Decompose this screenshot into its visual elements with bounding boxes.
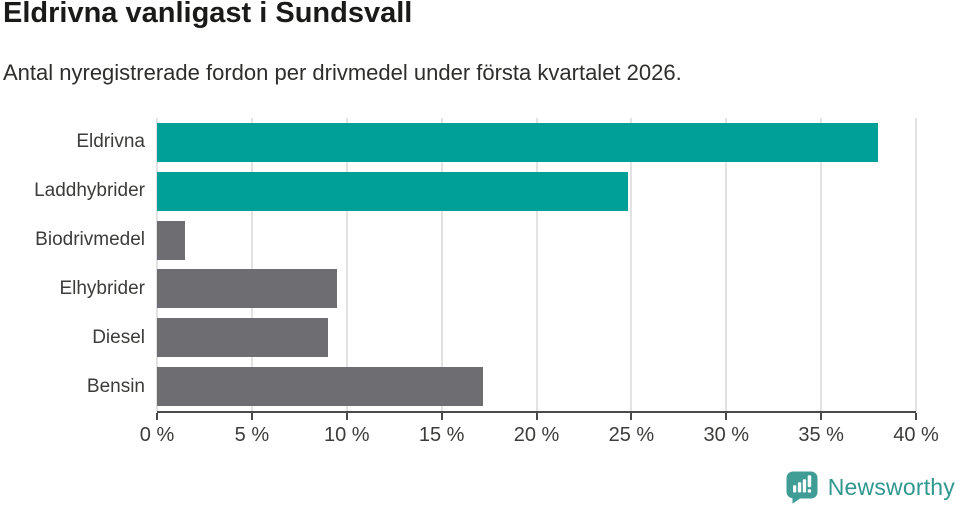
category-label: Biodrivmedel xyxy=(35,229,145,251)
bar-row: Elhybrider xyxy=(0,264,916,313)
bar-track xyxy=(157,220,916,260)
axis-tick xyxy=(156,413,158,420)
chart-title: Eldrivna vanligast i Sundsvall xyxy=(3,0,413,29)
bar-biodrivmedel xyxy=(157,220,186,260)
newsworthy-logo: Newsworthy xyxy=(785,470,955,504)
gridline xyxy=(820,118,823,411)
bar-track xyxy=(157,269,916,309)
category-label: Elhybrider xyxy=(59,277,145,299)
axis-tick xyxy=(440,413,443,420)
plot-area xyxy=(156,118,917,413)
bar-track xyxy=(157,367,916,407)
newsworthy-wordmark: Newsworthy xyxy=(827,473,955,500)
axis-tick-label: 35 % xyxy=(798,424,844,446)
axis-tick xyxy=(250,413,253,420)
axis-tick-label: 10 % xyxy=(323,424,370,446)
axis-tick xyxy=(535,413,538,420)
gridline xyxy=(915,118,917,411)
axis-tick-label: 40 % xyxy=(893,424,939,446)
axis-tick-label: 5 % xyxy=(234,424,270,446)
axis-tick xyxy=(725,413,728,420)
bar-laddhybrider xyxy=(157,171,628,211)
bar-eldrivna xyxy=(157,122,879,162)
axis-tick xyxy=(630,413,633,420)
gridline xyxy=(630,118,633,411)
bar-diesel xyxy=(157,318,328,358)
x-axis: 0 % 5 % 10 % 15 % 20 % 25 % 30 % 35 % 40 % xyxy=(140,413,939,453)
bar-bensin xyxy=(157,367,484,407)
axis-tick-label: 25 % xyxy=(608,424,655,446)
category-label: Laddhybrider xyxy=(34,180,145,202)
bar-chart: Eldrivna Laddhybrider Biodrivmedel Elhybrid… xyxy=(0,118,960,453)
axis-tick-label: 15 % xyxy=(418,424,465,446)
axis-tick-label: 30 % xyxy=(703,424,750,446)
axis-tick-label: 0 % xyxy=(139,424,175,446)
bar-elhybrider xyxy=(157,269,338,309)
bar-row: Diesel xyxy=(0,313,916,362)
newsworthy-bubble-chart-icon xyxy=(786,471,818,504)
gridline xyxy=(250,118,253,411)
bar-track xyxy=(157,171,916,211)
bar-row: Laddhybrider xyxy=(0,167,916,216)
axis-tick xyxy=(820,413,823,420)
gridline xyxy=(725,118,728,411)
axis-tick xyxy=(345,413,348,420)
gridline xyxy=(156,118,158,411)
category-label: Diesel xyxy=(92,326,145,348)
axis-tick-label: 20 % xyxy=(513,424,560,446)
bar-rows: Eldrivna Laddhybrider Biodrivmedel Elhybrid… xyxy=(0,118,916,411)
chart-subtitle: Antal nyregistrerade fordon per drivmede… xyxy=(3,60,682,85)
bar-track xyxy=(157,318,916,358)
category-label: Eldrivna xyxy=(76,131,145,153)
bar-row: Biodrivmedel xyxy=(0,216,916,265)
gridline xyxy=(535,118,538,411)
axis-tick xyxy=(915,413,917,420)
gridline xyxy=(345,118,348,411)
gridline xyxy=(440,118,443,411)
bar-track xyxy=(157,122,916,162)
bar-row: Eldrivna xyxy=(0,118,916,167)
category-label: Bensin xyxy=(86,375,145,397)
bar-row: Bensin xyxy=(0,362,916,411)
